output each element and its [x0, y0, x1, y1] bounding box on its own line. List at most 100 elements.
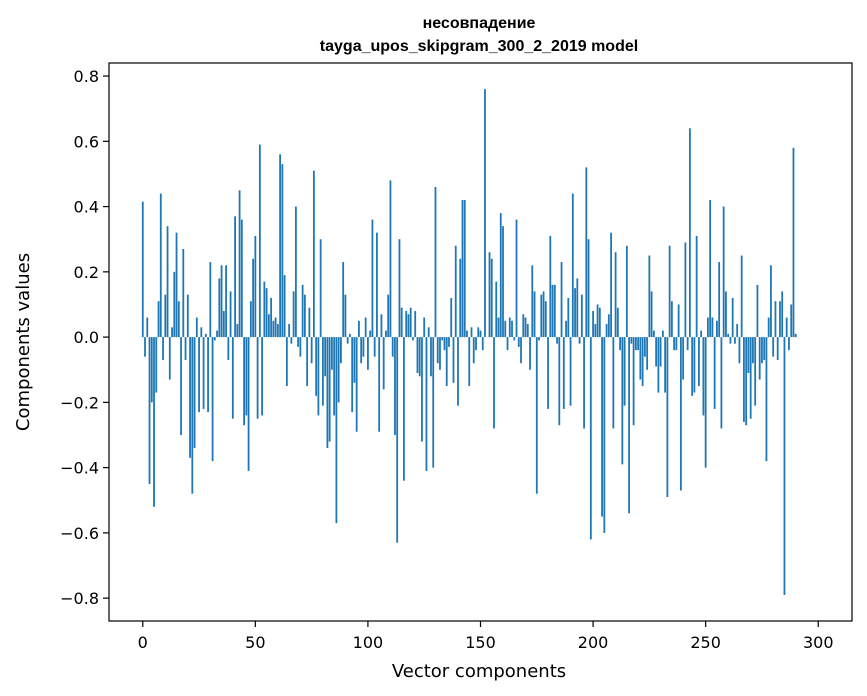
bar-component-286: [785, 317, 788, 338]
bar-component-46: [245, 337, 248, 416]
bar-component-221: [639, 337, 642, 380]
bar-component-4: [150, 337, 153, 403]
bar-component-20: [186, 294, 189, 338]
bar-component-165: [513, 337, 516, 341]
bar-component-179: [544, 301, 547, 338]
bar-component-83: [328, 337, 331, 442]
bar-component-77: [315, 337, 318, 396]
bar-component-231: [661, 330, 664, 338]
bar-component-74: [308, 307, 311, 338]
bar-component-224: [646, 337, 649, 370]
bar-component-80: [321, 337, 324, 406]
bar-component-37: [225, 265, 227, 338]
bar-component-136: [448, 337, 450, 347]
bar-component-62: [281, 164, 284, 338]
bar-component-167: [517, 337, 520, 347]
bar-component-274: [758, 337, 761, 380]
bar-component-97: [360, 337, 363, 364]
bar-component-244: [691, 337, 694, 396]
bar-component-69: [297, 337, 300, 347]
bar-component-44: [240, 219, 243, 338]
bar-component-91: [346, 337, 349, 344]
bar-component-192: [574, 288, 576, 338]
bar-component-216: [628, 337, 630, 514]
bar-component-141: [459, 258, 462, 338]
bar-component-2: [146, 317, 149, 338]
bar-component-185: [558, 337, 561, 426]
bar-component-24: [195, 317, 198, 338]
bar-component-101: [369, 330, 372, 338]
chart-title-line1: несовпадение: [423, 15, 536, 32]
bar-component-201: [594, 324, 597, 338]
bar-component-137: [450, 297, 453, 338]
bar-component-154: [488, 252, 491, 338]
bar-component-71: [301, 284, 304, 338]
bar-component-113: [396, 337, 399, 543]
bar-component-48: [249, 301, 252, 338]
bar-component-197: [585, 167, 588, 338]
bar-component-289: [792, 147, 795, 338]
bar-component-277: [765, 337, 768, 462]
bar-component-1: [144, 337, 146, 357]
bar-component-284: [781, 291, 784, 338]
bar-component-158: [497, 317, 500, 338]
bar-component-67: [292, 291, 295, 338]
bar-component-19: [184, 337, 187, 360]
bar-component-280: [772, 337, 775, 357]
bar-component-237: [675, 337, 678, 351]
bar-component-146: [470, 327, 473, 338]
x-tick-label: 300: [803, 633, 834, 652]
bar-component-64: [285, 337, 288, 387]
bar-component-230: [659, 337, 662, 367]
bar-component-118: [407, 314, 410, 338]
bar-component-245: [693, 337, 696, 393]
bar-component-23: [193, 337, 196, 449]
bar-component-75: [310, 337, 313, 364]
bar-component-161: [504, 320, 507, 338]
bar-component-229: [657, 337, 660, 393]
bar-component-76: [312, 170, 315, 338]
bar-component-87: [337, 337, 340, 403]
bar-component-43: [238, 190, 241, 338]
bar-component-117: [405, 311, 408, 338]
bar-component-131: [436, 337, 439, 364]
bar-component-265: [738, 337, 741, 364]
bar-component-30: [209, 262, 212, 338]
x-axis-ticks: 0 50 100 150 200 250 300: [138, 621, 834, 652]
bar-component-8: [159, 193, 162, 338]
bar-component-157: [495, 281, 498, 338]
bar-component-14: [173, 271, 176, 338]
bar-component-272: [754, 337, 757, 406]
x-tick-label: 0: [138, 633, 148, 652]
bar-component-57: [270, 297, 273, 338]
bar-component-60: [276, 324, 279, 338]
bar-component-35: [220, 265, 223, 338]
bar-component-178: [542, 291, 545, 338]
bar-component-56: [267, 314, 270, 338]
bar-component-264: [736, 324, 739, 338]
bar-component-73: [306, 337, 309, 387]
bar-component-181: [549, 235, 552, 338]
bar-component-278: [767, 317, 770, 338]
bar-component-16: [177, 301, 180, 338]
bar-component-112: [394, 337, 396, 435]
bar-component-90: [344, 294, 347, 338]
bar-component-109: [387, 294, 390, 338]
bar-component-242: [686, 337, 689, 351]
bar-component-271: [752, 337, 754, 364]
bar-component-175: [535, 337, 538, 494]
bar-component-29: [207, 337, 209, 413]
bar-component-132: [439, 337, 441, 370]
bar-component-103: [373, 337, 376, 357]
bar-component-225: [648, 255, 651, 338]
bar-component-26: [200, 327, 203, 338]
bar-component-285: [783, 337, 786, 595]
bar-component-21: [189, 337, 191, 458]
bar-component-172: [529, 337, 531, 370]
bar-component-171: [526, 324, 529, 338]
bar-component-134: [443, 337, 446, 351]
bar-component-227: [652, 330, 655, 338]
bar-component-119: [409, 307, 412, 338]
bar-component-142: [461, 200, 464, 338]
bar-component-38: [227, 337, 230, 360]
